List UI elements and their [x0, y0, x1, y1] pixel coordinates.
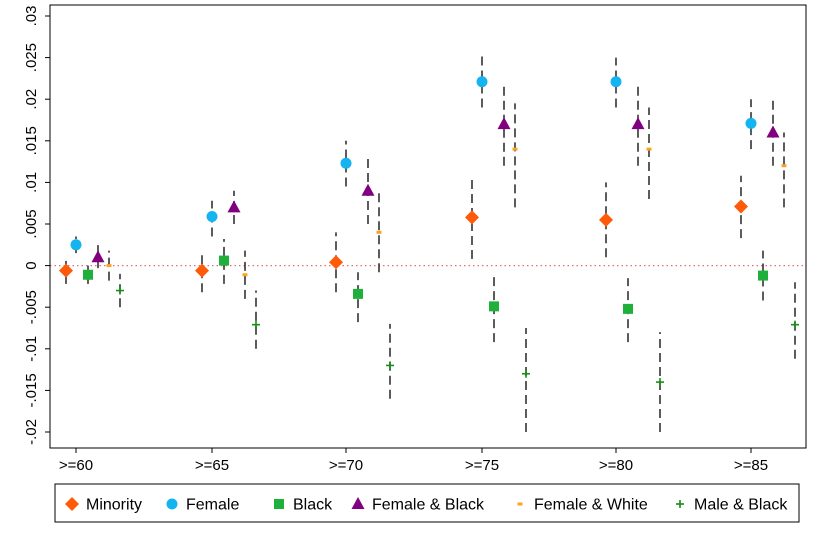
minority-point [59, 263, 73, 278]
legend-marker-female-white [517, 502, 523, 506]
x-tick-label: >=75 [465, 457, 499, 474]
x-tick-label: >=70 [329, 457, 363, 474]
female-point [610, 76, 622, 88]
x-tick-label: >=85 [734, 457, 768, 474]
black-point [353, 288, 363, 299]
legend-marker-female-black [351, 497, 365, 509]
y-tick-label: -.015 [23, 373, 40, 407]
female-point [476, 76, 488, 88]
female-point [206, 211, 218, 223]
minority-point [734, 199, 748, 214]
x-tick-label: >=65 [195, 457, 229, 474]
legend-label-minority: Minority [86, 497, 142, 514]
female-point [745, 117, 757, 129]
legend-label-male-black: Male & Black [694, 497, 788, 514]
minority-point [329, 255, 343, 270]
legend-box [54, 483, 800, 523]
minority-point [465, 210, 479, 225]
minority-point [599, 212, 613, 227]
male-black-point [386, 361, 394, 370]
female-white-point [376, 230, 382, 234]
y-tick-label: .005 [23, 209, 40, 238]
y-tick-label: .015 [23, 126, 40, 155]
y-tick-label: -.005 [23, 290, 40, 324]
axes: -.02 -.015 -.01 -.005 0 .005 .01 .015 .02 .025 .03… [23, 4, 807, 474]
plot-frame [49, 4, 807, 449]
legend-marker-black [274, 499, 284, 509]
black-point [623, 303, 633, 314]
legend-label-female-black: Female & Black [372, 497, 485, 514]
male-black-point [522, 369, 530, 378]
legend-label-female: Female [186, 497, 239, 514]
legend-label-black: Black [293, 497, 333, 514]
y-tick-label: .03 [23, 6, 40, 27]
female-white-point [512, 147, 518, 151]
minority-point [195, 263, 209, 278]
plot-area [50, 53, 806, 432]
black-point [219, 255, 229, 266]
y-tick-label: 0 [23, 261, 40, 269]
legend-marker-minority [65, 497, 79, 511]
y-tick-label: .02 [23, 89, 40, 110]
female-white-point [646, 147, 652, 151]
x-tick-label: >=60 [59, 457, 93, 474]
female-black-point [227, 200, 241, 213]
y-tick-label: -.01 [23, 336, 40, 362]
female-black-point [361, 183, 375, 196]
x-tick-label: >=80 [599, 457, 633, 474]
female-black-point [497, 117, 511, 130]
female-black-point [631, 117, 645, 130]
male-black-point [116, 286, 124, 295]
female-white-point [106, 264, 112, 268]
legend-marker-male-black [676, 500, 684, 508]
female-black-point [91, 250, 105, 263]
male-black-point [252, 320, 260, 329]
female-black-point [766, 125, 780, 138]
female-white-point [781, 164, 787, 168]
black-point [83, 269, 93, 280]
male-black-point [656, 378, 664, 387]
legend-marker-female [166, 498, 178, 510]
y-tick-label: .025 [23, 43, 40, 72]
male-black-point [791, 320, 799, 329]
female-point [340, 157, 352, 169]
black-point [489, 301, 499, 312]
female-white-point [242, 273, 248, 277]
female-point [70, 239, 82, 251]
legend: Minority Female Black Female & Black Female … [54, 483, 800, 523]
black-point [758, 270, 768, 281]
legend-label-female-white: Female & White [534, 497, 648, 514]
y-tick-label: .01 [23, 172, 40, 193]
y-tick-label: -.02 [23, 419, 40, 445]
